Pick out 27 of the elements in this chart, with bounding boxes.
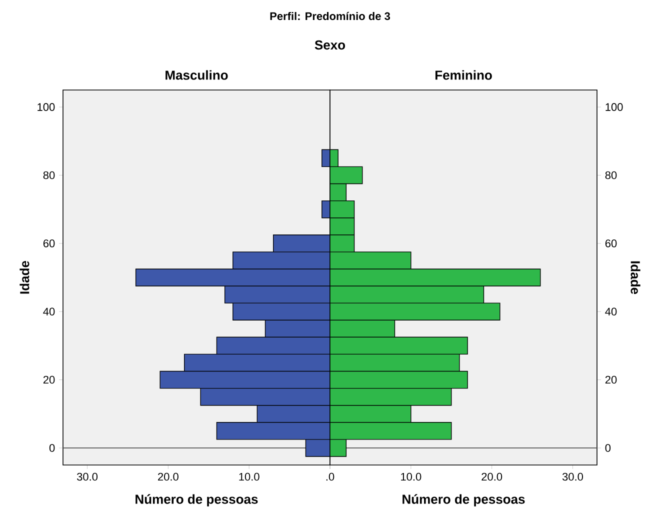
chart-subtitle: Sexo: [314, 40, 346, 50]
text: Masculino: [166, 70, 228, 80]
x-tick-label: .0: [326, 472, 334, 481]
y-tick-label: 80: [43, 171, 55, 180]
x-axis-title: Número de pessoas: [136, 494, 258, 506]
y-tick-label: 60: [43, 240, 55, 248]
x-axis-title: Número de pessoas: [402, 494, 525, 506]
x-tick-label: 30.0: [562, 472, 583, 481]
x-tick-label: 10.0: [239, 472, 260, 481]
y-axis-title: Idade: [20, 260, 30, 294]
y-tick-label: 0: [605, 444, 611, 452]
y-axis-title: Idade: [630, 261, 640, 294]
chart-title: Perfil: Predomínio de 3: [270, 12, 390, 20]
y-tick-label: 40: [605, 308, 617, 316]
x-tick-label: 20.0: [482, 472, 502, 481]
y-tick-label: 100: [606, 103, 623, 111]
y-tick-label: 20: [43, 376, 55, 384]
y-tick-label: 40: [43, 308, 55, 316]
x-tick-label: 10.0: [401, 472, 422, 481]
y-tick-label: 0: [49, 444, 55, 452]
y-tick-label: 100: [38, 103, 55, 111]
y-tick-label: 60: [605, 240, 617, 248]
text: Feminino: [435, 70, 492, 80]
y-tick-label: 80: [605, 171, 617, 180]
y-tick-label: 20: [605, 376, 617, 384]
x-tick-label: 30.0: [76, 472, 98, 481]
x-tick-label: 20.0: [158, 472, 178, 481]
